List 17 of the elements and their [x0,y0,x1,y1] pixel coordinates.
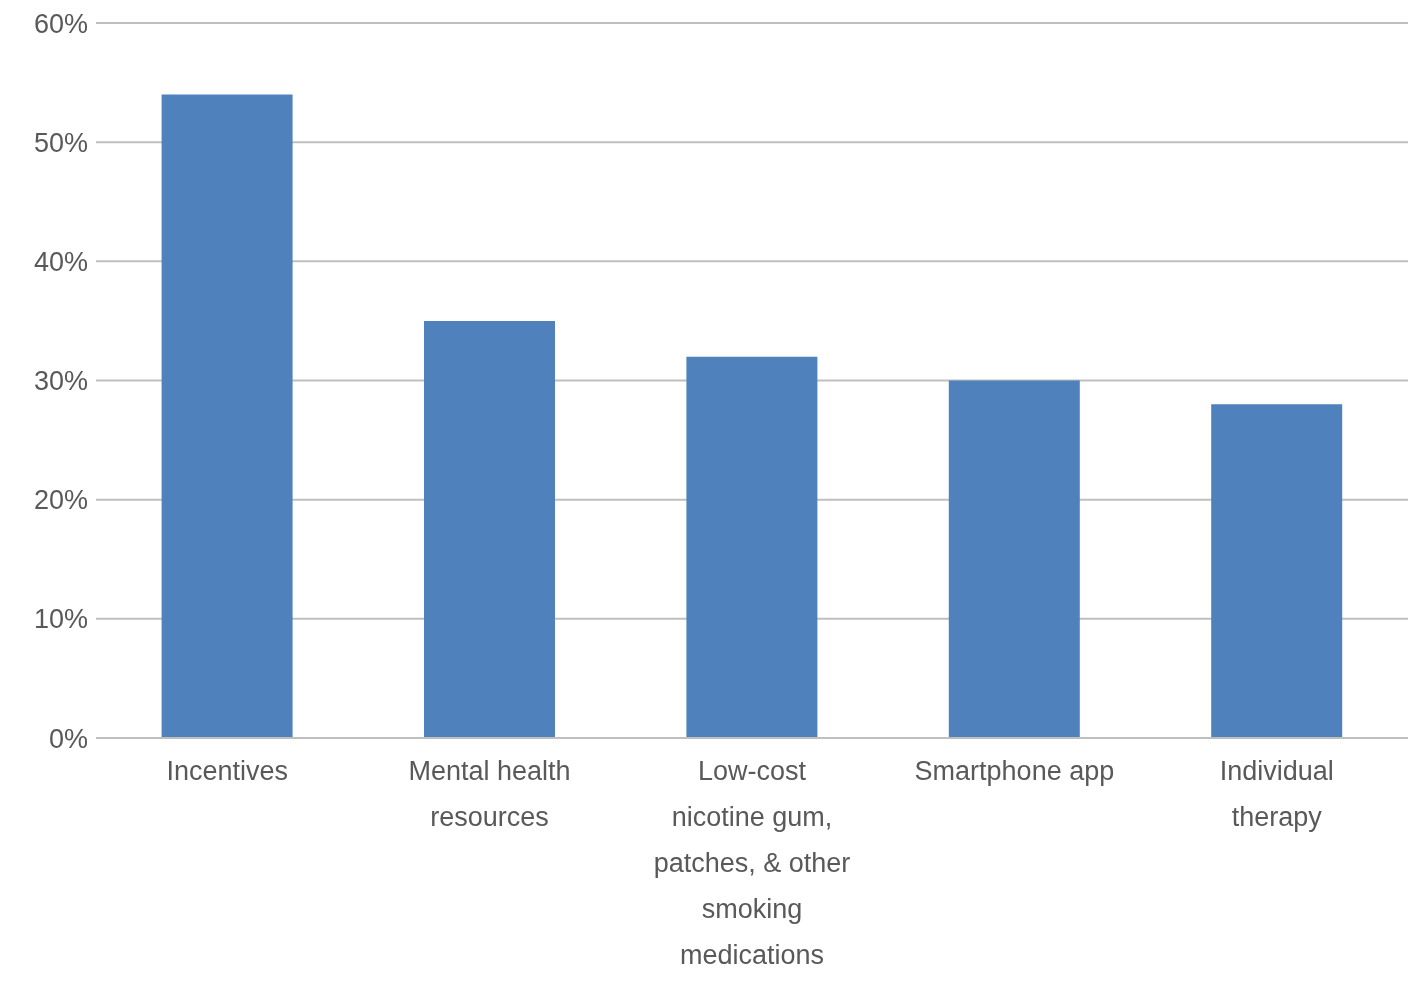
x-tick-label: Smartphone app [914,756,1115,787]
y-tick-label: 60% [33,8,88,39]
bar [161,94,293,738]
x-tick-label: Mental health resources [408,756,571,833]
y-tick-label: 10% [33,604,88,635]
y-tick-label: 30% [33,366,88,397]
bar [424,320,555,738]
y-tick-label: 40% [33,246,88,277]
x-tick-label: Individual therapy [1219,756,1334,833]
x-tick-label: Low-cost nicotine gum, patches, & other smoking medications [653,756,851,970]
y-tick-label: 20% [33,485,88,516]
bar [948,380,1080,738]
y-tick-label: 0% [48,723,88,754]
bar [686,356,818,738]
bar [1211,404,1343,738]
y-tick-label: 50% [33,127,88,158]
x-tick-label: Incentives [166,756,288,787]
